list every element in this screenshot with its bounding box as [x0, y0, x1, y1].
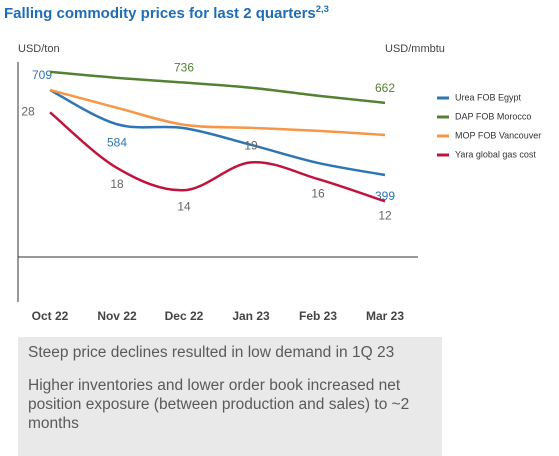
x-tick-label: Feb 23: [299, 309, 337, 323]
chart-title: Falling commodity prices for last 2 quar…: [4, 4, 329, 22]
data-label: 736: [174, 61, 194, 75]
series-line: [49, 88, 386, 137]
data-label: 16: [311, 186, 325, 200]
y2-axis-label: USD/mmbtu: [385, 43, 445, 55]
series-line: [49, 70, 386, 105]
legend-label: MOP FOB Vancouver: [455, 130, 541, 140]
x-tick-label: Dec 22: [165, 309, 204, 323]
data-label: 662: [375, 81, 395, 95]
series-line: [49, 111, 386, 203]
data-label: 399: [375, 189, 395, 203]
chart: Falling commodity prices for last 2 quar…: [4, 4, 541, 324]
legend-label: Urea FOB Egypt: [455, 92, 522, 102]
x-tick-label: Mar 23: [366, 309, 404, 323]
data-label: 709: [32, 68, 52, 82]
notes-box: Steep price declines resulted in low dem…: [18, 337, 442, 456]
data-label: 19: [244, 139, 258, 153]
x-tick-label: Nov 22: [97, 309, 137, 323]
x-tick-label: Oct 22: [32, 309, 69, 323]
x-tick-label: Jan 23: [232, 309, 270, 323]
data-label: 14: [177, 199, 191, 213]
data-label: 18: [110, 177, 124, 191]
note: Higher inventories and lower order book …: [28, 377, 410, 432]
note: Steep price declines resulted in low dem…: [28, 344, 395, 361]
data-label: 28: [21, 104, 35, 118]
series-line: [49, 88, 386, 177]
legend-label: Yara global gas cost: [455, 149, 536, 159]
title-text: Falling commodity prices for last 2 quar…: [4, 5, 316, 22]
data-label: 584: [107, 135, 127, 149]
data-label: 12: [378, 209, 392, 223]
y-axis-label: USD/ton: [18, 43, 60, 55]
legend-label: DAP FOB Morocco: [455, 111, 531, 121]
title-superscript: 2,3: [316, 4, 329, 15]
